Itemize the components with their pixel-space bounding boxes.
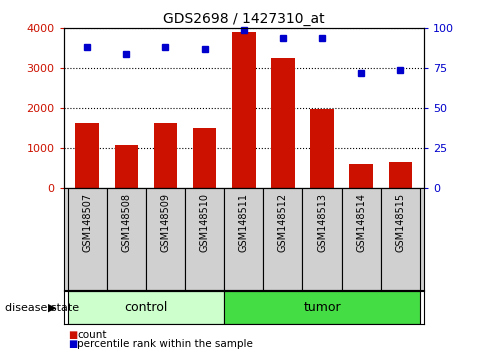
Bar — [263, 188, 302, 290]
Bar — [224, 188, 263, 290]
Bar — [232, 32, 255, 188]
Bar — [115, 145, 138, 188]
Bar — [185, 188, 224, 290]
Bar — [107, 188, 146, 290]
Text: control: control — [124, 301, 168, 314]
Bar — [146, 188, 185, 290]
Bar — [193, 128, 217, 188]
Text: tumor: tumor — [303, 301, 341, 314]
Text: disease state: disease state — [5, 303, 79, 313]
Title: GDS2698 / 1427310_at: GDS2698 / 1427310_at — [163, 12, 324, 26]
Text: GSM148509: GSM148509 — [161, 193, 171, 252]
Text: GSM148507: GSM148507 — [82, 193, 92, 252]
Text: GSM148513: GSM148513 — [317, 193, 327, 252]
Text: GSM148515: GSM148515 — [395, 193, 405, 252]
Bar — [342, 188, 381, 290]
Bar — [68, 291, 224, 324]
Bar — [75, 123, 99, 188]
Text: GSM148512: GSM148512 — [278, 193, 288, 252]
Text: GSM148511: GSM148511 — [239, 193, 249, 252]
Bar — [381, 188, 420, 290]
Text: ■: ■ — [69, 330, 78, 339]
Bar — [389, 162, 412, 188]
Text: GSM148508: GSM148508 — [122, 193, 131, 252]
Bar — [349, 164, 373, 188]
Text: GSM148510: GSM148510 — [199, 193, 210, 252]
Bar — [310, 109, 334, 188]
Bar — [271, 58, 294, 188]
Bar — [154, 123, 177, 188]
Text: percentile rank within the sample: percentile rank within the sample — [77, 339, 253, 349]
Text: ▶: ▶ — [48, 303, 56, 313]
Bar — [302, 188, 342, 290]
Text: count: count — [77, 330, 107, 339]
Text: GSM148514: GSM148514 — [356, 193, 366, 252]
Bar — [68, 188, 107, 290]
Bar — [224, 291, 420, 324]
Text: ■: ■ — [69, 339, 78, 349]
